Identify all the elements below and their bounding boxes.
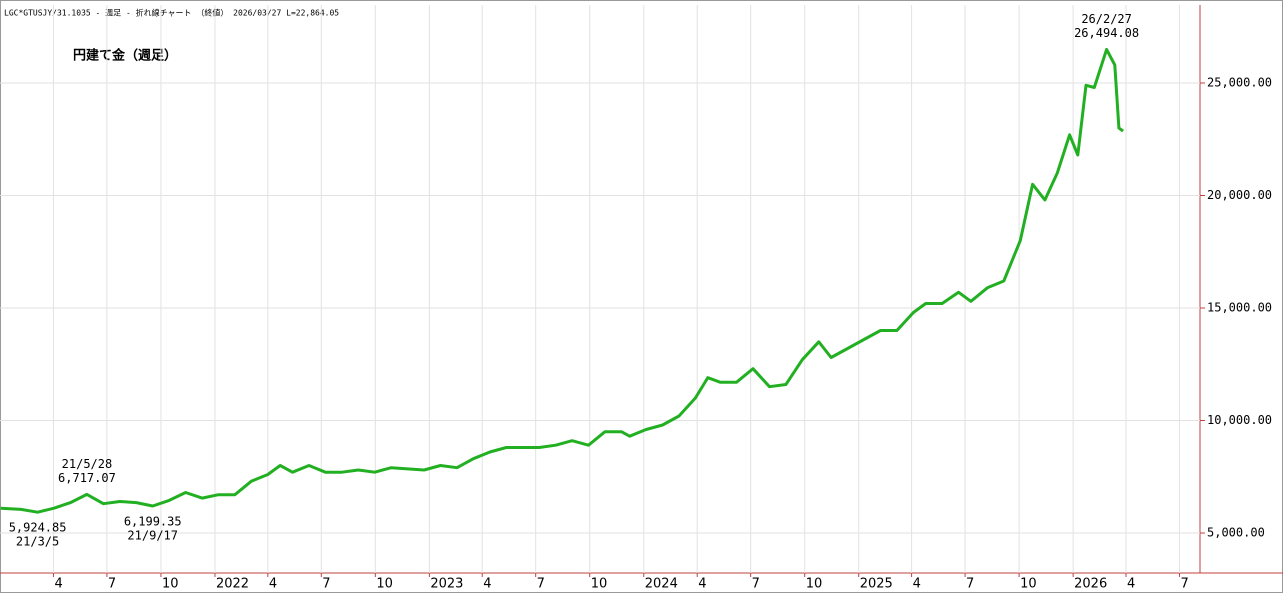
x-tick-label: 10 [376,577,393,592]
y-tick-label: 20,000.00 [1207,188,1272,202]
annotation-value: 26,494.08 [1074,26,1139,40]
y-tick-label: 25,000.00 [1207,76,1272,90]
x-tick-label: 4 [698,577,706,592]
chart-header: LGC*GTUSJY/31.1035 - 週足 - 折れ線チャート （終値） 2… [4,8,339,18]
x-tick-label: 7 [966,577,974,592]
x-tick-label: 4 [269,577,277,592]
x-tick-label: 7 [1180,577,1188,592]
x-tick-label: 10 [1020,577,1037,592]
x-tick-label: 4 [483,577,491,592]
price-line [0,47,1124,514]
chart-title: 円建て金（週足） [73,48,177,64]
y-tick-label: 5,000.00 [1207,525,1265,539]
y-tick-label: 15,000.00 [1207,301,1272,315]
x-tick-label: 7 [108,577,116,592]
x-tick-label: 10 [591,577,608,592]
annotation-value: 6,199.35 [124,515,182,529]
x-tick-label: 2025 [860,577,893,592]
annotation-date: 21/3/5 [16,535,59,549]
x-tick-label: 7 [752,577,760,592]
x-tick-label: 2023 [430,577,463,592]
x-tick-label: 10 [162,577,179,592]
x-tick-label: 4 [54,577,62,592]
annotation-date: 21/9/17 [127,529,178,543]
x-tick-label: 7 [322,577,330,592]
annotation-value: 6,717.07 [58,471,116,485]
x-tick-label: 7 [537,577,545,592]
x-tick-label: 10 [806,577,823,592]
x-tick-label: 4 [1127,577,1135,592]
annotation-value: 5,924.85 [9,521,67,535]
x-tick-label: 2022 [216,577,249,592]
y-tick-label: 10,000.00 [1207,413,1272,427]
x-tick-label: 2024 [645,577,678,592]
x-tick-label: 2026 [1074,577,1107,592]
annotation-date: 26/2/27 [1081,12,1132,26]
annotation-date: 21/5/28 [62,457,113,471]
x-tick-label: 4 [913,577,921,592]
